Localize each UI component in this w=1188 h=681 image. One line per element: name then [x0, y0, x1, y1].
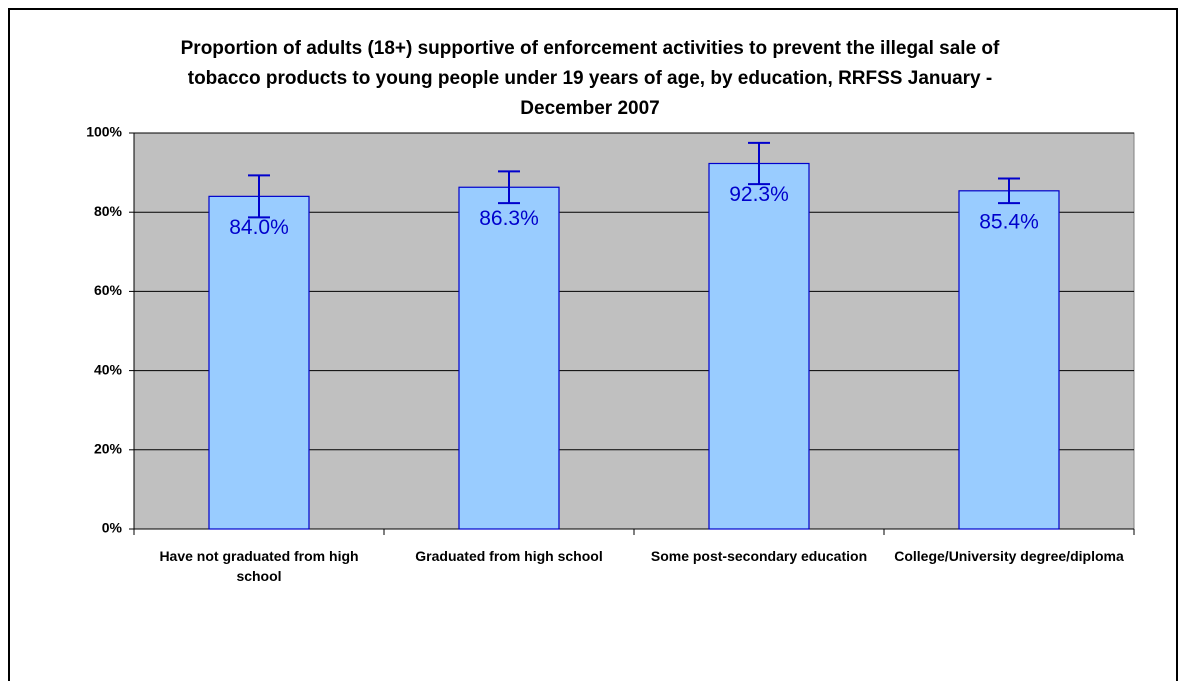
value-label: 84.0% — [229, 216, 289, 239]
bar — [708, 162, 810, 530]
x-tick-label: Have not graduated from high school — [159, 548, 359, 584]
value-label: 92.3% — [729, 183, 789, 206]
y-tick-label: 80% — [94, 203, 123, 219]
x-tick-label: College/University degree/diploma — [894, 548, 1124, 564]
x-tick-label: Some post-secondary education — [650, 548, 868, 564]
y-tick-label: 20% — [94, 441, 123, 457]
bar — [208, 195, 310, 530]
y-tick-label: 40% — [94, 361, 123, 377]
y-tick-label: 0% — [102, 520, 123, 536]
bar — [458, 186, 560, 530]
x-tick-label: Graduated from high school — [415, 548, 603, 564]
value-label: 85.4% — [979, 210, 1039, 233]
y-tick-label: 60% — [94, 282, 123, 298]
y-tick-label: 100% — [86, 124, 122, 140]
chart-frame — [8, 8, 1178, 681]
bar — [958, 190, 1060, 530]
chart-title: Proportion of adults (18+) supportive of… — [180, 38, 1000, 119]
value-label: 86.3% — [479, 207, 539, 230]
